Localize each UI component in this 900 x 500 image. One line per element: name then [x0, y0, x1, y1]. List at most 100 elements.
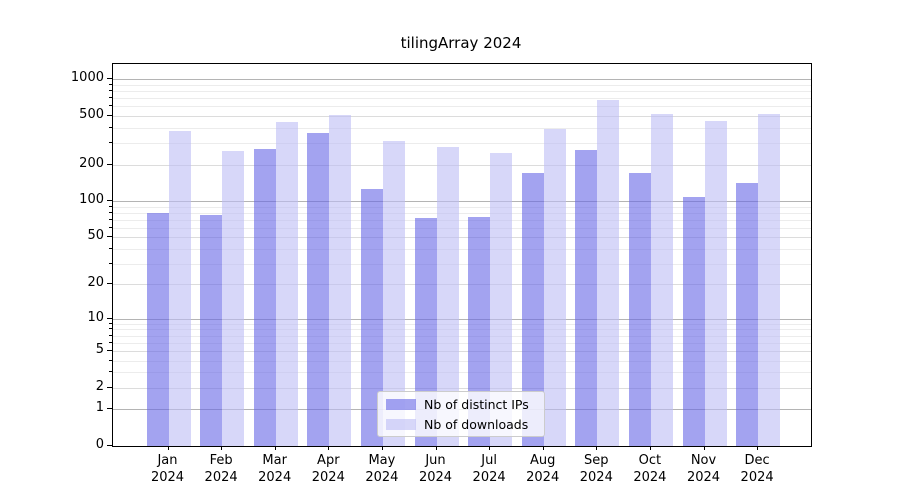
x-tick-jun: [435, 446, 437, 450]
gridline-5: [113, 351, 811, 352]
bar-distinct-ips-apr: [307, 133, 330, 446]
bar-downloads-may: [382, 140, 405, 446]
x-tick-label-jun: Jun 2024: [418, 453, 453, 485]
bar-downloads-dec: [758, 113, 781, 446]
bar-distinct-ips-dec: [736, 183, 759, 446]
y-tick-label-500: 500: [79, 107, 104, 123]
x-tick-label-aug: Aug 2024: [526, 453, 560, 485]
y-tick-100: [107, 200, 112, 201]
x-tick-dec: [757, 446, 759, 450]
x-tick-label-nov: Nov 2024: [686, 453, 721, 485]
bar-downloads-nov: [704, 120, 727, 446]
y-tick-label-100: 100: [79, 192, 104, 208]
y-minor-tick-400: [109, 127, 112, 128]
y-minor-tick-4: [109, 360, 112, 361]
gridline-3: [113, 372, 811, 373]
bar-distinct-ips-jul: [468, 216, 491, 446]
gridline-400: [113, 128, 811, 129]
y-tick-10: [107, 318, 112, 319]
x-tick-label-dec: Dec 2024: [740, 453, 774, 485]
bar-distinct-ips-jun: [414, 217, 437, 446]
bar-downloads-sep: [597, 100, 620, 446]
y-minor-tick-70: [109, 219, 112, 220]
gridline-500: [113, 116, 811, 117]
y-tick-label-0: 0: [95, 437, 104, 452]
y-tick-20: [107, 283, 112, 284]
y-tick-label-50: 50: [87, 228, 104, 244]
legend: Nb of distinct IPs Nb of downloads: [377, 391, 545, 437]
gridline-600: [113, 106, 811, 107]
x-tick-jul: [489, 446, 491, 450]
y-tick-label-200: 200: [79, 155, 104, 171]
bar-distinct-ips-aug: [521, 172, 544, 446]
x-tick-nov: [703, 446, 705, 450]
x-tick-sep: [596, 446, 598, 450]
y-tick-2: [107, 387, 112, 388]
x-tick-feb: [221, 446, 223, 450]
legend-item-distinct-ips: Nb of distinct IPs: [386, 397, 536, 412]
bar-downloads-jul: [490, 153, 513, 446]
y-minor-tick-700: [109, 97, 112, 98]
y-minor-tick-90: [109, 206, 112, 207]
legend-swatch-distinct-ips: [386, 398, 416, 410]
bar-distinct-ips-mar: [253, 148, 276, 446]
x-tick-label-apr: Apr 2024: [311, 453, 345, 485]
y-minor-tick-80: [109, 212, 112, 213]
x-tick-jan: [167, 446, 169, 450]
legend-label-downloads: Nb of downloads: [424, 416, 529, 432]
y-minor-tick-30: [109, 263, 112, 264]
x-tick-label-may: May 2024: [365, 453, 399, 485]
y-tick-label-20: 20: [87, 275, 104, 291]
x-tick-label-sep: Sep 2024: [579, 453, 613, 485]
gridline-70: [113, 220, 811, 221]
x-tick-label-feb: Feb 2024: [204, 453, 238, 485]
x-tick-label-jan: Jan 2024: [150, 453, 185, 485]
y-tick-label-2: 2: [95, 378, 104, 394]
y-minor-tick-8: [109, 328, 112, 329]
legend-swatch-downloads: [386, 418, 416, 430]
y-tick-50: [107, 236, 112, 237]
bar-downloads-aug: [543, 128, 566, 446]
y-tick-0: [107, 445, 112, 446]
y-tick-label-5: 5: [95, 341, 104, 357]
y-tick-label-1: 1: [95, 400, 104, 416]
x-tick-apr: [328, 446, 330, 450]
x-tick-label-jul: Jul 2024: [472, 453, 506, 485]
gridline-20: [113, 284, 811, 285]
legend-item-downloads: Nb of downloads: [386, 417, 536, 432]
x-tick-may: [381, 446, 383, 450]
gridline-50: [113, 237, 811, 238]
y-minor-tick-40: [109, 248, 112, 249]
y-tick-1000: [107, 78, 112, 79]
gridline-700: [113, 98, 811, 99]
y-minor-tick-9: [109, 323, 112, 324]
gridline-30: [113, 264, 811, 265]
y-minor-tick-7: [109, 335, 112, 336]
x-tick-mar: [274, 446, 276, 450]
gridline-80: [113, 213, 811, 214]
y-tick-500: [107, 115, 112, 116]
gridline-1000: [113, 79, 811, 80]
y-tick-label-1000: 1000: [70, 70, 104, 86]
gridline-200: [113, 165, 811, 166]
bar-downloads-mar: [275, 122, 298, 446]
gridline-8: [113, 329, 811, 330]
y-minor-tick-60: [109, 227, 112, 228]
y-minor-tick-3: [109, 371, 112, 372]
gridline-60: [113, 228, 811, 229]
gridline-900: [113, 85, 811, 86]
y-tick-label-10: 10: [87, 309, 104, 325]
gridline-40: [113, 249, 811, 250]
bar-distinct-ips-may: [360, 188, 383, 446]
gridline-10: [113, 319, 811, 320]
gridline-6: [113, 343, 811, 344]
y-tick-5: [107, 350, 112, 351]
y-tick-200: [107, 164, 112, 165]
bar-downloads-feb: [222, 150, 245, 446]
bar-distinct-ips-nov: [682, 197, 705, 446]
y-minor-tick-800: [109, 90, 112, 91]
bar-distinct-ips-jan: [146, 212, 169, 446]
bar-downloads-apr: [329, 114, 352, 446]
x-tick-label-mar: Mar 2024: [258, 453, 292, 485]
y-minor-tick-300: [109, 142, 112, 143]
